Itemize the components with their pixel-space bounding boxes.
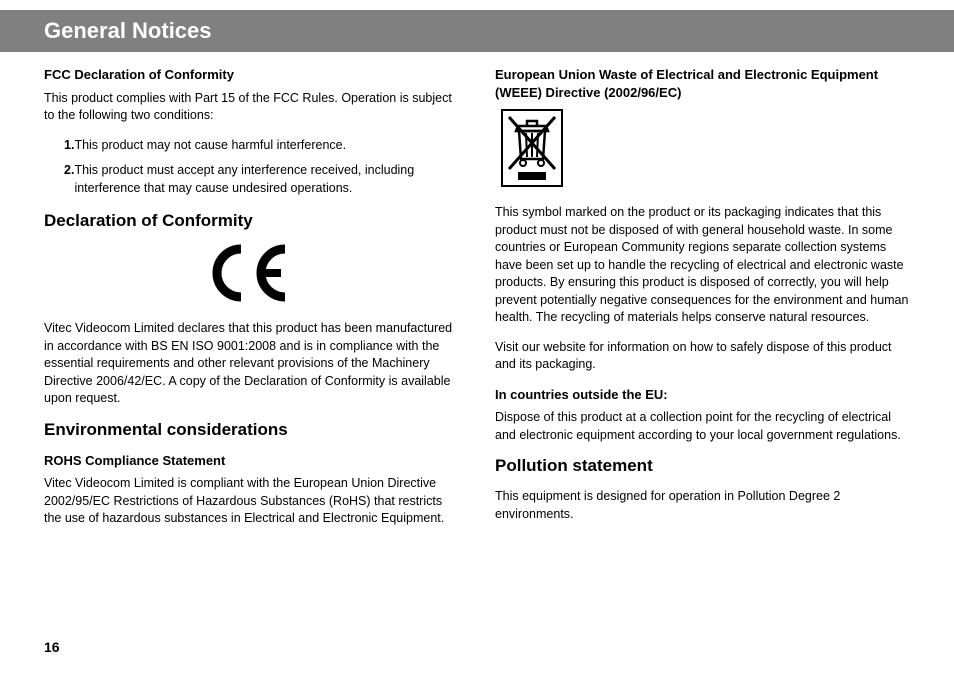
weee-body1: This symbol marked on the product or its… xyxy=(495,204,910,327)
pollution-body: This equipment is designed for operation… xyxy=(495,488,910,523)
env-heading: Environmental considerations xyxy=(44,420,459,440)
page-header: General Notices xyxy=(0,10,954,52)
content-area: FCC Declaration of Conformity This produ… xyxy=(0,52,954,540)
doc-heading: Declaration of Conformity xyxy=(44,211,459,231)
weee-body2: Visit our website for information on how… xyxy=(495,339,910,374)
outside-eu-heading: In countries outside the EU: xyxy=(495,386,910,404)
list-item: 1. This product may not cause harmful in… xyxy=(64,137,459,155)
ce-mark-wrap xyxy=(44,243,459,308)
fcc-intro: This product complies with Part 15 of th… xyxy=(44,90,459,125)
weee-symbol-wrap xyxy=(501,109,910,192)
list-item: 2. This product must accept any interfer… xyxy=(64,162,459,197)
ce-mark-icon xyxy=(207,243,297,303)
list-text: This product may not cause harmful inter… xyxy=(74,137,459,155)
weee-heading: European Union Waste of Electrical and E… xyxy=(495,66,910,101)
fcc-heading: FCC Declaration of Conformity xyxy=(44,66,459,84)
right-column: European Union Waste of Electrical and E… xyxy=(495,66,910,540)
weee-bin-icon xyxy=(501,174,563,191)
page-number: 16 xyxy=(44,639,60,655)
list-number: 1. xyxy=(64,137,74,155)
list-number: 2. xyxy=(64,162,74,197)
pollution-heading: Pollution statement xyxy=(495,456,910,476)
outside-eu-body: Dispose of this product at a collection … xyxy=(495,409,910,444)
fcc-list: 1. This product may not cause harmful in… xyxy=(44,137,459,198)
left-column: FCC Declaration of Conformity This produ… xyxy=(44,66,459,540)
list-text: This product must accept any interferenc… xyxy=(74,162,459,197)
page-title: General Notices xyxy=(44,18,212,43)
rohs-body: Vitec Videocom Limited is compliant with… xyxy=(44,475,459,528)
rohs-heading: ROHS Compliance Statement xyxy=(44,452,459,470)
doc-body: Vitec Videocom Limited declares that thi… xyxy=(44,320,459,408)
